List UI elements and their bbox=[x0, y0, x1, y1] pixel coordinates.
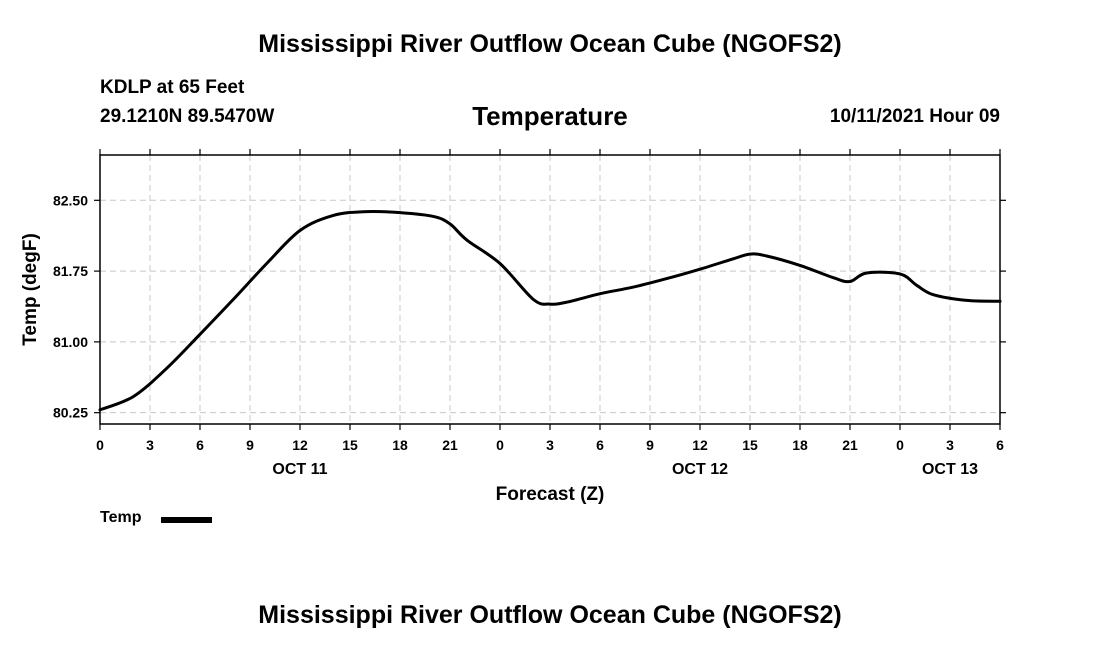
x-tick-label: 6 bbox=[996, 437, 1004, 453]
x-tick-label: 0 bbox=[496, 437, 504, 453]
y-axis-title: Temp (degF) bbox=[20, 233, 41, 346]
forecast-datetime: 10/11/2021 Hour 09 bbox=[829, 106, 1000, 127]
x-tick-label: 3 bbox=[946, 437, 954, 453]
data-point bbox=[399, 211, 401, 214]
date-label: OCT 13 bbox=[922, 461, 978, 478]
data-point bbox=[265, 262, 268, 265]
data-point bbox=[799, 264, 801, 267]
date-label: OCT 11 bbox=[272, 461, 327, 478]
data-point bbox=[132, 395, 135, 398]
data-point bbox=[932, 293, 935, 296]
data-point bbox=[299, 229, 301, 232]
x-tick-label: 0 bbox=[896, 437, 904, 453]
chart-title: Temperature bbox=[472, 101, 628, 131]
x-tick-label: 12 bbox=[692, 437, 708, 453]
axis-ticks bbox=[94, 149, 1006, 430]
axis-labels: 0 3 6 9 12 15 18 21 0 3 6 9 12 15 18 21 0 3 6 80.25 81.00 81.… bbox=[20, 192, 1004, 505]
y-tick-label: 80.25 bbox=[53, 405, 88, 421]
data-point bbox=[599, 292, 601, 295]
x-tick-label: 3 bbox=[546, 437, 554, 453]
data-point bbox=[849, 280, 851, 283]
x-tick-label: 21 bbox=[842, 437, 858, 453]
series-layer bbox=[98, 209, 1002, 412]
data-point bbox=[465, 239, 468, 241]
data-point bbox=[365, 210, 368, 213]
x-tick-label: 15 bbox=[742, 437, 758, 453]
data-point bbox=[699, 268, 701, 271]
data-point bbox=[765, 255, 768, 257]
grid-lines bbox=[100, 155, 1000, 424]
footer-title: Mississippi River Outflow Ocean Cube (NG… bbox=[258, 601, 842, 629]
data-point bbox=[899, 273, 901, 275]
x-tick-label: 18 bbox=[392, 437, 408, 453]
data-point bbox=[432, 215, 435, 218]
x-tick-label: 12 bbox=[292, 437, 308, 453]
data-point bbox=[865, 272, 868, 274]
station-name: KDLP at 65 Feet bbox=[100, 77, 245, 98]
data-point bbox=[532, 298, 535, 301]
data-point bbox=[965, 299, 968, 302]
x-tick-label: 6 bbox=[196, 437, 204, 453]
data-point bbox=[332, 214, 335, 217]
main-title: Mississippi River Outflow Ocean Cube (NG… bbox=[258, 30, 842, 58]
x-tick-label: 9 bbox=[646, 437, 654, 453]
x-tick-label: 18 bbox=[792, 437, 808, 453]
data-point bbox=[732, 258, 735, 260]
data-point bbox=[632, 286, 635, 288]
data-point bbox=[232, 298, 235, 301]
x-tick-label: 21 bbox=[442, 437, 458, 453]
legend-line-swatch bbox=[161, 517, 212, 523]
y-tick-label: 81.00 bbox=[53, 334, 88, 350]
y-tick-label: 82.50 bbox=[53, 192, 88, 208]
x-axis-title: Forecast (Z) bbox=[496, 484, 605, 505]
data-point bbox=[499, 262, 501, 265]
y-tick-label: 81.75 bbox=[53, 263, 88, 279]
legend-label: Temp bbox=[100, 509, 142, 526]
x-tick-label: 15 bbox=[342, 437, 358, 453]
date-label: OCT 12 bbox=[672, 461, 728, 478]
data-point bbox=[665, 277, 668, 280]
data-point bbox=[565, 301, 568, 304]
data-point bbox=[832, 276, 835, 279]
data-point bbox=[165, 367, 168, 370]
data-point bbox=[915, 284, 918, 287]
station-coordinates: 29.1210N 89.5470W bbox=[100, 106, 275, 127]
data-point bbox=[749, 253, 751, 255]
x-tick-label: 6 bbox=[596, 437, 604, 453]
x-tick-label: 0 bbox=[96, 437, 104, 453]
data-point bbox=[449, 223, 451, 225]
data-point bbox=[199, 333, 201, 336]
x-tick-label: 9 bbox=[246, 437, 254, 453]
x-tick-label: 3 bbox=[146, 437, 154, 453]
data-point bbox=[549, 303, 551, 305]
